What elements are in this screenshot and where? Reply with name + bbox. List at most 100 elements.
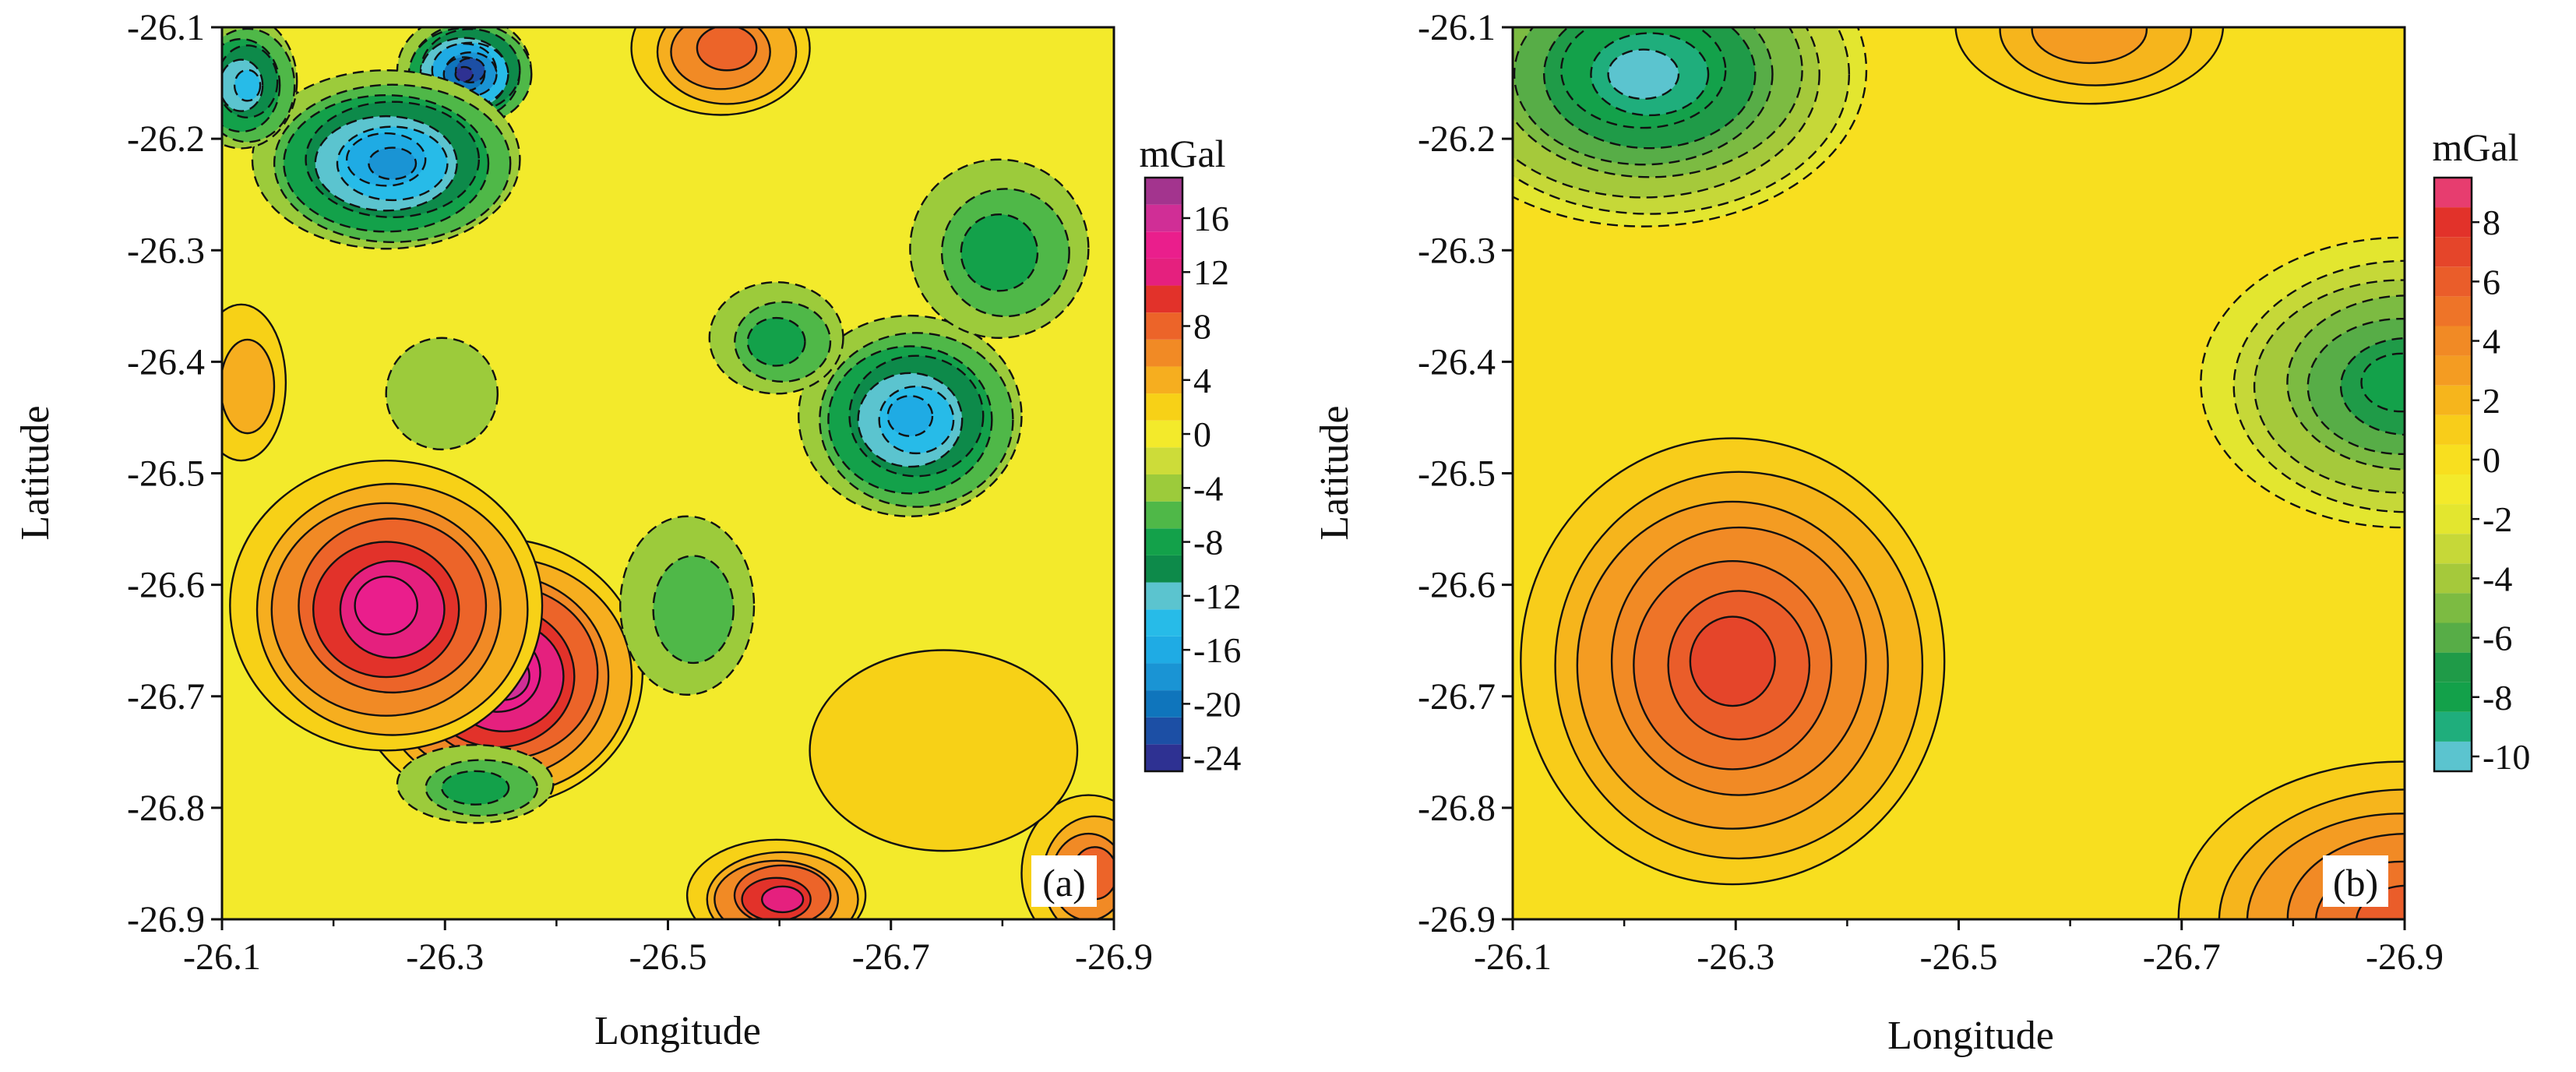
colorbar-tick-label: 4 [2483,322,2500,361]
x-tick-label: -26.5 [629,936,707,978]
y-tick-label: -26.3 [127,230,205,271]
anomaly-3 [1513,27,1868,227]
contour-band [385,337,499,451]
contour-band [354,575,418,636]
y-tick-label: -26.6 [127,565,205,606]
y-axis-a: -26.1 -26.2 -26.3 -26.4 -26.5 -26.6 -26.7 -26.8… [127,7,222,940]
y-tick-label: -26.6 [1418,565,1496,606]
colorbar-tick-label: -24 [1193,739,1241,778]
colorbar-swatch [1145,528,1182,555]
colorbar-swatch [2434,414,2472,445]
colorbar-swatch [2434,652,2472,682]
colorbar-frame [1144,176,1184,773]
colorbar-swatch [1145,501,1182,529]
y-tick-label: -26.7 [127,676,205,718]
colorbar-a: 16 12 8 4 0 -4 -8 -12 -16 -20 -24 [1144,176,1241,778]
colorbar-swatch [2434,326,2472,356]
colorbar-swatch [2434,682,2472,712]
colorbar-swatch [2434,207,2472,238]
colorbar-swatch [2434,178,2472,208]
colorbar-swatch [2434,534,2472,564]
colorbar-swatch [2434,355,2472,386]
colorbar-swatch [2434,563,2472,594]
panel-label-bg-a [1031,855,1097,907]
x-tick-label: -26.9 [1075,936,1153,978]
contour-band [1607,48,1680,100]
y-tick-label: -26.7 [1418,676,1496,718]
colorbar-tick-label: 6 [2483,262,2500,302]
colorbar-b: 8 6 4 2 0 -2 -4 -6 -8 -10 [2433,176,2530,777]
colorbar-swatch [1145,204,1182,232]
colorbar-swatch [2434,444,2472,474]
colorbar-swatch [1145,582,1182,610]
colorbar-tick-label: -20 [1193,684,1241,724]
x-axis-a: -26.1 -26.3 -26.5 -26.7 -26.9 [183,919,1153,978]
x-tick-label: -26.3 [1697,936,1774,978]
contour-band [222,338,276,435]
colorbar-unit-b: mGal [2432,125,2518,169]
heatmap-b [1513,27,2405,919]
colorbar-tick-label: -16 [1193,630,1241,670]
colorbar-swatch [1145,447,1182,474]
y-tick-label: -26.3 [1418,230,1496,271]
anomaly-15 [222,303,287,462]
anomaly-9 [798,314,1023,517]
colorbar-swatch [2434,622,2472,653]
colorbar-tick-label: 8 [1193,307,1211,347]
anomaly-10 [909,158,1090,339]
anomaly-3 [630,27,811,116]
x-tick-label: -26.1 [1474,936,1552,978]
anomaly-8 [222,27,298,150]
colorbar-swatch [1145,231,1182,259]
colorbar-swatch [1145,312,1182,340]
anomaly-5 [809,649,1079,852]
colorbar-swatch [2434,741,2472,771]
colorbar-swatch [2434,504,2472,534]
colorbar-unit-a: mGal [1139,132,1225,175]
colorbar-swatch [1145,690,1182,718]
xlabel-a: Longitude [594,1009,761,1053]
colorbar-tick-label: -10 [2483,737,2530,777]
anomaly-0 [1520,437,1946,886]
y-tick-label: -26.2 [1418,118,1496,160]
y-tick-label: -26.1 [1418,7,1496,48]
colorbar-swatch [2434,296,2472,326]
contour-band [454,65,474,83]
panel-label-a: (a) [1042,861,1086,905]
colorbar-swatch [2434,237,2472,267]
panel-a: -26.1 -26.2 -26.3 -26.4 -26.5 -26.6 -26.7 -26.8… [13,7,1241,1053]
colorbar-tick-label: -12 [1193,577,1241,616]
x-tick-label: -26.7 [852,936,930,978]
x-tick-label: -26.3 [406,936,484,978]
panel-label-bg-b [2323,855,2388,907]
anomaly-1 [229,459,544,752]
colorbar-swatch [1145,258,1182,286]
anomaly-7 [251,69,521,250]
y-tick-label: -26.4 [1418,341,1496,383]
colorbar-swatch [2434,266,2472,297]
y-tick-label: -26.8 [1418,788,1496,829]
colorbar-tick-label: 2 [2483,381,2500,421]
y-tick-label: -26.5 [1418,453,1496,495]
x-tick-label: -26.9 [2366,936,2444,978]
ylabel-a: Latitude [13,405,58,540]
colorbar-swatch [1145,744,1182,771]
colorbar-swatch [1145,474,1182,502]
panel-b: -26.1 -26.2 -26.3 -26.4 -26.5 -26.6 -26.7 -26.8… [1313,7,2530,1058]
colorbar-swatch [1145,393,1182,421]
contour-band [441,770,510,806]
colorbar-tick-label: -8 [1193,523,1223,562]
x-tick-label: -26.1 [183,936,261,978]
colorbar-tick-label: -2 [2483,499,2512,539]
y-tick-label: -26.2 [127,118,205,160]
colorbar-tick-label: 12 [1193,252,1229,292]
colorbar-swatch [1145,636,1182,664]
ylabel-b: Latitude [1313,405,1357,540]
contour-band [886,394,934,437]
colorbar-swatch [1145,178,1182,205]
colorbar-swatch [1145,366,1182,394]
colorbar-tick-label: 16 [1193,199,1229,238]
y-tick-label: -26.9 [1418,899,1496,940]
contour-band [809,649,1079,852]
